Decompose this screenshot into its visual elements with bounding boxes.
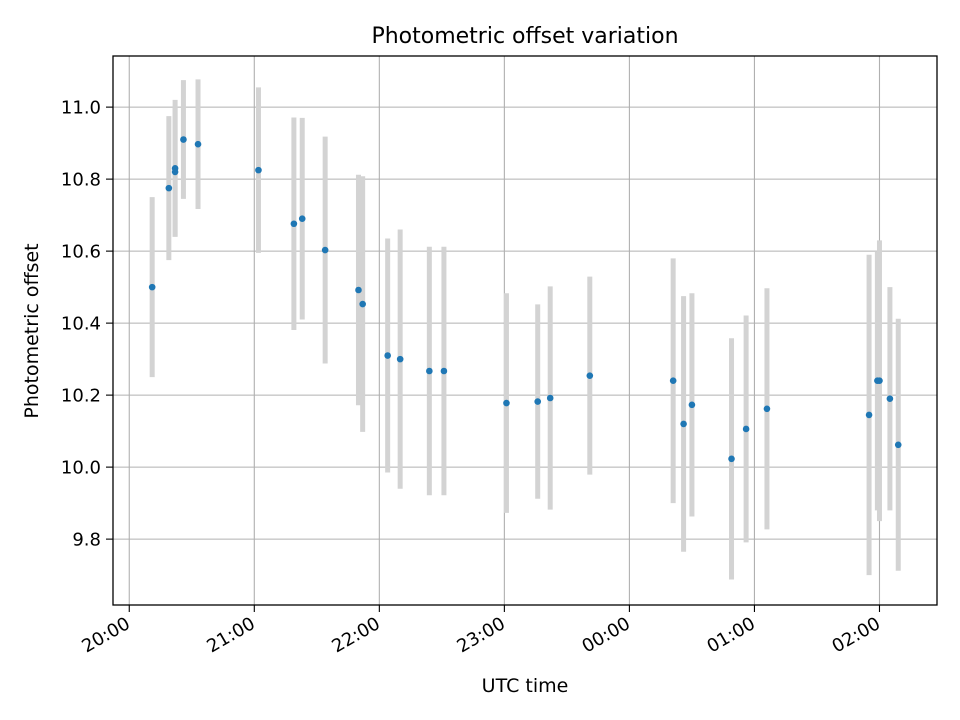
- data-point: [546, 394, 554, 402]
- data-point: [359, 300, 366, 308]
- data-markers: [148, 136, 902, 463]
- data-point: [865, 411, 873, 419]
- y-tick-label: 10.2: [61, 386, 101, 407]
- y-tick-label: 10.8: [61, 170, 101, 191]
- data-point: [298, 215, 306, 223]
- data-point: [894, 441, 902, 449]
- data-point: [355, 286, 362, 294]
- data-point: [688, 401, 696, 409]
- data-point: [148, 283, 156, 291]
- data-point: [426, 367, 433, 375]
- chart-title: Photometric offset variation: [371, 24, 678, 49]
- data-point: [728, 455, 735, 463]
- plot-frame: [112, 55, 938, 606]
- data-point: [384, 352, 391, 359]
- data-point: [440, 367, 448, 375]
- data-point: [321, 246, 329, 254]
- data-point: [886, 395, 894, 403]
- data-point: [763, 405, 771, 413]
- data-point: [742, 425, 750, 433]
- y-tick-label: 11.0: [61, 98, 101, 119]
- y-tick-label: 9.8: [72, 530, 101, 551]
- y-axis-ticks: 9.8 10.0 10.2 10.4 10.6 10.8 11.0: [61, 98, 113, 551]
- data-point: [503, 399, 510, 407]
- y-axis-label: Photometric offset: [21, 243, 43, 418]
- y-tick-label: 10.0: [61, 458, 101, 479]
- data-point: [171, 168, 179, 176]
- data-point: [669, 377, 677, 385]
- y-tick-label: 10.6: [61, 242, 101, 263]
- data-point: [396, 355, 404, 363]
- data-point: [680, 420, 687, 428]
- data-point: [586, 372, 594, 379]
- data-point: [180, 136, 187, 143]
- data-point: [255, 166, 262, 174]
- grid-lines: [113, 56, 937, 605]
- data-point: [534, 398, 542, 405]
- x-axis-label: UTC time: [482, 675, 569, 697]
- data-point: [165, 184, 173, 192]
- y-tick-label: 10.4: [61, 314, 101, 335]
- data-point: [876, 377, 883, 385]
- data-point: [290, 220, 298, 228]
- data-point: [194, 140, 202, 148]
